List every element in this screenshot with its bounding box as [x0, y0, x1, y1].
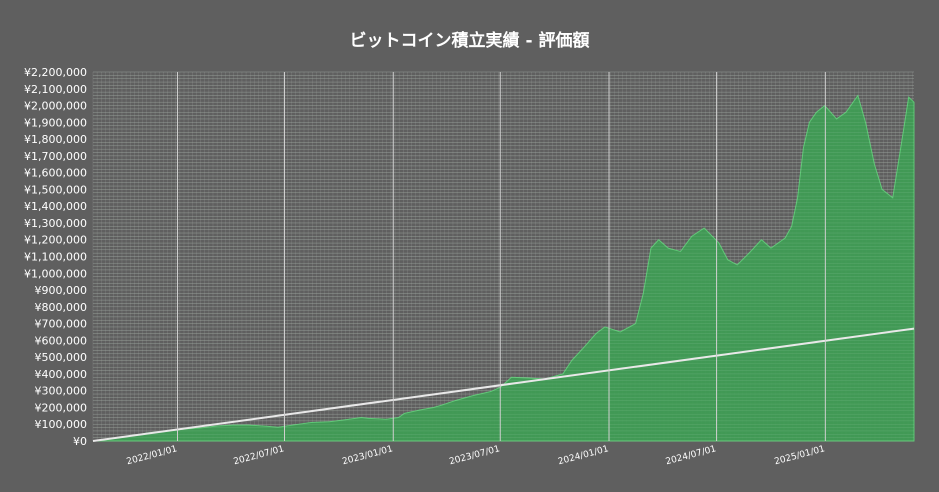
y-tick-label: ¥2,100,000	[24, 83, 87, 96]
y-tick-label: ¥200,000	[35, 401, 88, 414]
y-tick-label: ¥300,000	[35, 385, 88, 398]
y-tick-label: ¥1,700,000	[24, 150, 87, 163]
line-layer	[92, 327, 915, 442]
y-tick-label: ¥0	[73, 435, 87, 448]
area-layer	[92, 71, 915, 442]
y-tick-label: ¥600,000	[35, 334, 88, 347]
x-tick-label: 2025/01/01	[773, 444, 826, 467]
x-tick-label: 2023/01/01	[341, 444, 394, 467]
x-tick-label: 2022/01/01	[126, 444, 179, 467]
y-tick-label: ¥1,400,000	[24, 200, 87, 213]
y-tick-label: ¥700,000	[35, 318, 88, 331]
chart-title: ビットコイン積立実績 - 評価額	[349, 31, 590, 51]
valuation-area	[92, 94, 915, 442]
x-tick-label: 2022/07/01	[233, 444, 286, 467]
y-axis-ticks: ¥0 ¥100,000 ¥200,000 ¥300,000 ¥400,000 ¥500,0…	[24, 66, 87, 448]
y-tick-label: ¥400,000	[35, 368, 88, 381]
y-tick-label: ¥900,000	[35, 284, 88, 297]
y-tick-label: ¥1,200,000	[24, 234, 87, 247]
y-tick-label: ¥1,800,000	[24, 133, 87, 146]
y-tick-label: ¥1,300,000	[24, 217, 87, 230]
y-tick-label: ¥2,200,000	[24, 66, 87, 79]
y-tick-label: ¥500,000	[35, 351, 88, 364]
y-tick-label: ¥1,900,000	[24, 116, 87, 129]
x-tick-label: 2023/07/01	[448, 444, 501, 467]
x-tick-label: 2024/07/01	[665, 444, 718, 467]
y-tick-label: ¥1,100,000	[24, 251, 87, 264]
y-tick-label: ¥2,000,000	[24, 100, 87, 113]
x-tick-label: 2024/01/01	[557, 444, 610, 467]
y-tick-label: ¥1,600,000	[24, 167, 87, 180]
y-tick-label: ¥1,000,000	[24, 267, 87, 280]
y-tick-label: ¥800,000	[35, 301, 88, 314]
x-axis-ticks: 2022/01/01 2022/07/01 2023/01/01 2023/07/01…	[126, 72, 826, 467]
y-tick-label: ¥1,500,000	[24, 183, 87, 196]
investment-line	[92, 327, 915, 442]
y-tick-label: ¥100,000	[35, 418, 88, 431]
